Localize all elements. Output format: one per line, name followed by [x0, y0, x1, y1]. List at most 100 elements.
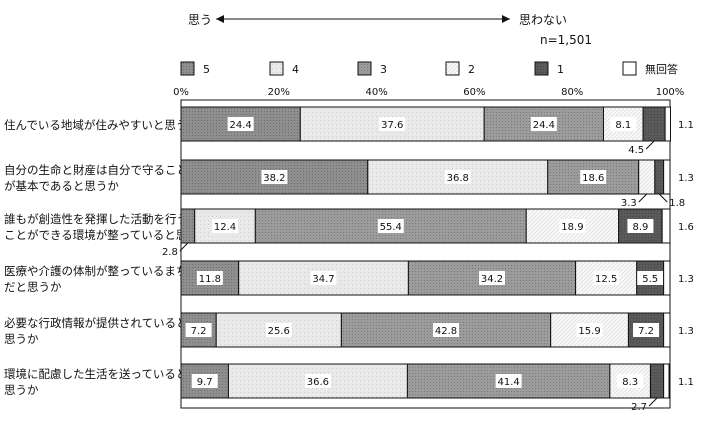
legend-swatch-5: [622, 61, 637, 76]
legend-label-0: 5: [203, 63, 210, 76]
data-label-bg: [444, 170, 471, 184]
data-leader: [648, 397, 658, 407]
data-label-bg: [265, 323, 292, 337]
bar-seg-無回答: [663, 159, 671, 195]
data-label: 7.2: [638, 326, 654, 337]
data-label-bg: [633, 323, 660, 337]
data-leader: [179, 242, 189, 252]
x-tick-label: 20%: [268, 87, 290, 98]
bar-seg-1: [649, 363, 665, 399]
data-label-bg: [530, 117, 557, 131]
legend-swatch-3: [445, 61, 460, 76]
data-label: 41.4: [497, 377, 519, 388]
category-label: 環境に配慮した生活を送っていると: [4, 367, 187, 381]
category-label: 自分の生命と財産は自分で守ること: [4, 163, 188, 177]
data-label-bg: [559, 219, 586, 233]
data-label: 9.7: [197, 377, 213, 388]
sample-size: n=1,501: [540, 33, 592, 47]
data-label-bg: [196, 271, 223, 285]
data-label: 11.8: [199, 274, 221, 285]
category-label: 住んでいる地域が住みやすいと思うか: [4, 118, 199, 132]
bar-seg-5: [180, 208, 196, 244]
legend-label-1: 4: [292, 63, 299, 76]
data-label: 8.1: [615, 120, 631, 131]
x-tick-label: 100%: [656, 87, 685, 98]
data-label-none: 1.6: [678, 222, 694, 233]
data-label-none: 1.1: [678, 377, 694, 388]
data-label-bg: [377, 219, 404, 233]
legend-label-4: 1: [557, 63, 564, 76]
data-leader: [658, 193, 668, 203]
data-label: 2.7: [631, 402, 647, 413]
data-leader: [645, 140, 655, 150]
data-label: 25.6: [268, 326, 290, 337]
category-label: 必要な行政情報が提供されていると: [4, 316, 188, 330]
data-label-bg: [610, 117, 637, 131]
data-label: 12.5: [595, 274, 617, 285]
data-label-bg: [593, 271, 620, 285]
data-label: 24.4: [230, 120, 252, 131]
data-label-none: 1.1: [678, 120, 694, 131]
legend-swatch-0: [180, 61, 195, 76]
legend-swatch-4: [534, 61, 549, 76]
category-label: が基本であると思うか: [4, 179, 119, 193]
x-tick-label: 40%: [365, 87, 387, 98]
legend: 5 4 3 2 1 無回答: [180, 61, 678, 76]
category-label: 医療や介護の体制が整っているまち: [4, 264, 187, 278]
data-label: 37.6: [381, 120, 403, 131]
data-label: 36.8: [447, 173, 469, 184]
data-label: 2.8: [162, 247, 178, 258]
data-label: 38.2: [263, 173, 285, 184]
bar-seg-1: [654, 159, 665, 195]
data-label: 7.2: [191, 326, 207, 337]
bar-seg-無回答: [663, 363, 670, 399]
x-tick-label: 0%: [173, 87, 189, 98]
bar-seg-無回答: [661, 208, 671, 244]
data-label-bg: [191, 374, 218, 388]
direction-arrow: [216, 15, 510, 23]
data-label-bg: [495, 374, 522, 388]
legend-label-5: 無回答: [645, 62, 678, 76]
data-label: 5.5: [642, 274, 658, 285]
plot-frame: [180, 99, 671, 409]
legend-label-2: 3: [380, 63, 387, 76]
bar-seg-2: [638, 159, 656, 195]
bar-seg-無回答: [663, 260, 671, 296]
data-label: 15.9: [578, 326, 600, 337]
category-label: 思うか: [4, 332, 39, 346]
data-label: 42.8: [435, 326, 457, 337]
legend-label-3: 2: [468, 63, 475, 76]
data-label: 3.3: [621, 198, 637, 209]
data-label-bg: [576, 323, 603, 337]
data-label-none: 1.3: [678, 274, 694, 285]
plot-area: 住んでいる地域が住みやすいと思うか 24.4 37.6 24.4 8.1 4.5 1.1 自分…: [4, 99, 694, 413]
bar-seg-無回答: [663, 312, 671, 348]
data-label-bg: [637, 271, 664, 285]
data-label-none: 1.3: [678, 173, 694, 184]
data-label: 8.3: [622, 377, 638, 388]
data-label: 8.9: [632, 222, 648, 233]
data-label-bg: [304, 374, 331, 388]
data-label: 55.4: [380, 222, 402, 233]
legend-swatch-1: [269, 61, 284, 76]
x-tick-label: 60%: [463, 87, 485, 98]
data-label: 34.2: [481, 274, 503, 285]
data-label-bg: [479, 271, 506, 285]
data-label-bg: [227, 117, 254, 131]
data-label: 1.8: [669, 198, 685, 209]
header-agree-label: 思う: [188, 13, 212, 27]
data-label-bg: [379, 117, 406, 131]
data-label: 24.4: [533, 120, 555, 131]
legend-swatch-2: [357, 61, 372, 76]
x-tick-label: 80%: [561, 87, 583, 98]
data-label: 18.6: [582, 173, 604, 184]
data-label-bg: [261, 170, 288, 184]
data-label: 12.4: [214, 222, 236, 233]
data-leader: [638, 193, 648, 203]
data-label-bg: [212, 219, 239, 233]
data-label-bg: [310, 271, 337, 285]
bar-seg-無回答: [664, 106, 671, 142]
category-label: ことができる環境が整っていると思うか: [4, 228, 211, 242]
data-label-bg: [185, 323, 212, 337]
